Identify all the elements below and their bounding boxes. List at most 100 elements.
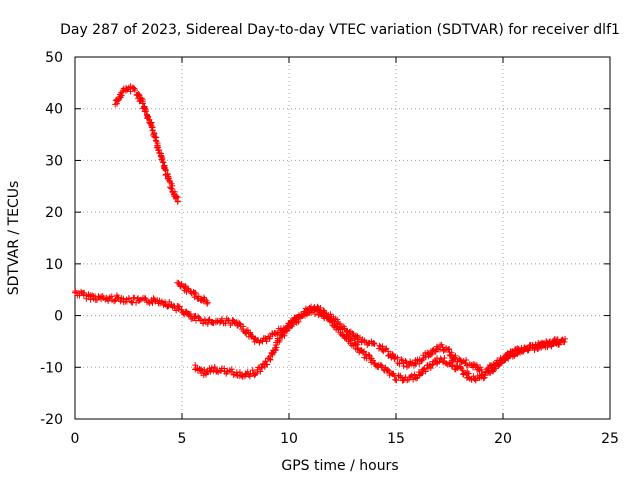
data-point bbox=[145, 113, 152, 120]
data-point bbox=[399, 357, 406, 364]
y-tick-label: 30 bbox=[45, 153, 63, 169]
data-point bbox=[142, 106, 149, 113]
data-point bbox=[327, 311, 334, 318]
data-point bbox=[483, 366, 490, 373]
data-point bbox=[544, 344, 551, 351]
data-point bbox=[94, 296, 101, 303]
data-point bbox=[205, 317, 212, 324]
data-point bbox=[239, 372, 246, 379]
data-point bbox=[159, 158, 166, 165]
y-tick-label: -10 bbox=[40, 360, 63, 376]
x-tick-label: 10 bbox=[280, 431, 298, 447]
data-point bbox=[295, 314, 302, 321]
data-point bbox=[173, 193, 180, 200]
data-point bbox=[335, 325, 342, 332]
data-point bbox=[148, 123, 155, 130]
data-point bbox=[422, 354, 429, 361]
data-point bbox=[361, 348, 368, 355]
data-point bbox=[222, 320, 229, 327]
data-point bbox=[559, 338, 566, 345]
data-point bbox=[370, 339, 377, 346]
data-point bbox=[389, 351, 396, 358]
data-point bbox=[150, 295, 157, 302]
data-point bbox=[204, 320, 211, 327]
data-point bbox=[173, 307, 180, 314]
data-point bbox=[343, 327, 350, 334]
data-point bbox=[378, 362, 385, 369]
data-point bbox=[376, 342, 383, 349]
data-point bbox=[276, 337, 283, 344]
y-tick-label: 40 bbox=[45, 102, 63, 118]
x-tick-label: 15 bbox=[387, 431, 405, 447]
axis-ticks: 0 5 10 15 20 25 -20 -10 0 10 20 30 40 50 bbox=[40, 50, 619, 447]
data-point bbox=[365, 351, 372, 358]
data-point bbox=[175, 306, 182, 313]
data-point bbox=[115, 97, 122, 104]
data-point bbox=[127, 298, 134, 305]
x-axis-label: GPS time / hours bbox=[281, 458, 398, 474]
data-point bbox=[379, 363, 386, 370]
data-point bbox=[535, 345, 542, 352]
data-point bbox=[127, 88, 134, 95]
data-point bbox=[379, 343, 386, 350]
data-point bbox=[149, 300, 156, 307]
data-point bbox=[267, 356, 274, 363]
grid bbox=[75, 57, 610, 419]
data-point bbox=[112, 297, 119, 304]
data-point bbox=[207, 367, 214, 374]
data-point bbox=[185, 285, 192, 292]
data-point bbox=[182, 309, 189, 316]
data-point bbox=[465, 370, 472, 377]
data-point bbox=[400, 363, 407, 370]
data-point bbox=[87, 296, 94, 303]
x-tick-label: 20 bbox=[494, 431, 512, 447]
data-point bbox=[160, 159, 167, 166]
data-point bbox=[346, 328, 353, 335]
data-point bbox=[175, 279, 182, 286]
data-point bbox=[419, 370, 426, 377]
data-point bbox=[166, 177, 173, 184]
data-point bbox=[136, 92, 143, 99]
data-point bbox=[413, 375, 420, 382]
data-point bbox=[421, 365, 428, 372]
data-point bbox=[371, 341, 378, 348]
data-point bbox=[204, 300, 211, 307]
data-point bbox=[407, 373, 414, 380]
data-point bbox=[396, 360, 403, 367]
data-point bbox=[541, 340, 548, 347]
data-point bbox=[257, 368, 264, 375]
y-tick-label: 20 bbox=[45, 205, 63, 221]
plot-frame bbox=[74, 56, 611, 420]
x-tick-label: 0 bbox=[71, 431, 80, 447]
y-tick-label: 50 bbox=[45, 50, 63, 66]
data-point bbox=[524, 346, 531, 353]
data-point bbox=[505, 355, 512, 362]
data-point bbox=[283, 328, 290, 335]
data-point bbox=[429, 361, 436, 368]
data-point bbox=[164, 303, 171, 310]
data-point bbox=[540, 340, 547, 347]
data-points bbox=[71, 83, 569, 384]
data-point bbox=[384, 366, 391, 373]
chart-title: Day 287 of 2023, Sidereal Day-to-day VTE… bbox=[60, 22, 620, 38]
data-point bbox=[204, 299, 211, 306]
y-tick-label: 10 bbox=[45, 257, 63, 273]
data-point bbox=[131, 85, 138, 92]
data-point bbox=[174, 198, 181, 205]
data-point bbox=[482, 372, 489, 379]
data-point bbox=[259, 364, 266, 371]
data-point bbox=[236, 320, 243, 327]
data-point bbox=[158, 298, 165, 305]
data-point bbox=[477, 364, 484, 371]
data-point bbox=[394, 354, 401, 361]
data-point bbox=[253, 370, 260, 376]
data-point bbox=[441, 355, 448, 362]
data-point bbox=[135, 90, 142, 97]
y-axis-label: SDTVAR / TECUs bbox=[6, 181, 22, 296]
data-point bbox=[393, 376, 400, 383]
data-point bbox=[525, 347, 532, 354]
data-point bbox=[264, 361, 271, 368]
data-point bbox=[176, 303, 183, 310]
data-point bbox=[240, 323, 247, 330]
